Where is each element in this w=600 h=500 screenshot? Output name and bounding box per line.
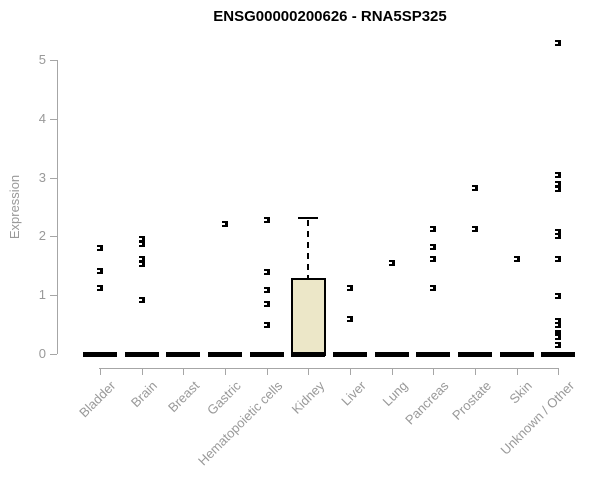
outlier-point — [138, 241, 145, 248]
outlier-point — [263, 301, 270, 308]
y-axis-label: Expression — [7, 174, 22, 240]
median-bar — [499, 352, 534, 357]
outlier-point — [263, 269, 270, 276]
y-axis-line — [57, 60, 58, 354]
outlier-point — [138, 296, 145, 303]
outlier-point — [555, 255, 562, 262]
median-bar — [166, 352, 201, 357]
y-axis-tick-label: 2 — [38, 228, 46, 243]
x-axis-tick — [183, 368, 184, 375]
outlier-point — [138, 261, 145, 268]
median-bar — [208, 352, 242, 357]
outlier-point — [222, 221, 228, 228]
x-axis-category-label: Kidney — [288, 378, 327, 417]
x-axis-tick — [517, 368, 518, 375]
outlier-point — [555, 232, 562, 239]
outlier-point — [555, 292, 562, 299]
outlier-point — [555, 39, 562, 46]
outlier-point — [472, 184, 478, 191]
y-axis-tick-label: 4 — [38, 111, 46, 126]
outlier-point — [263, 286, 270, 293]
x-axis-category-label: Prostate — [448, 378, 494, 423]
y-axis-tick — [50, 295, 57, 296]
y-axis-tick — [50, 354, 57, 355]
x-axis-tick — [350, 368, 351, 375]
median-bar — [291, 352, 326, 357]
outlier-point — [138, 255, 145, 262]
outlier-point — [555, 172, 562, 179]
outlier-point — [430, 285, 437, 292]
x-axis-category-label: Bladder — [76, 378, 119, 421]
outlier-point — [555, 181, 562, 188]
x-axis-category-label: Breast — [164, 378, 202, 416]
outlier-point — [138, 235, 145, 242]
outlier-point — [555, 333, 562, 340]
box — [290, 277, 326, 357]
outlier-point — [430, 225, 437, 232]
x-axis-category-label: Unknown / Other — [497, 378, 577, 458]
whisker-cap — [298, 217, 319, 220]
y-axis-tick — [50, 178, 57, 179]
outlier-point — [430, 255, 437, 262]
y-axis-tick-label: 0 — [38, 346, 46, 361]
outlier-point — [97, 267, 103, 274]
x-axis-tick — [267, 368, 268, 375]
x-axis-category-label: Gastric — [203, 378, 244, 418]
outlier-point — [388, 260, 395, 267]
median-bar — [374, 352, 409, 357]
outlier-point — [97, 284, 103, 291]
whisker-line — [307, 220, 310, 278]
median-bar — [333, 352, 367, 357]
x-axis-category-label: Brain — [128, 378, 161, 411]
outlier-point — [347, 284, 353, 291]
y-axis-tick-label: 3 — [38, 170, 46, 185]
outlier-point — [555, 229, 562, 236]
x-axis-tick — [142, 368, 143, 375]
median-bar — [416, 352, 451, 357]
outlier-point — [555, 318, 562, 325]
median-bar — [458, 352, 492, 357]
y-axis-tick-label: 5 — [38, 52, 46, 67]
outlier-point — [555, 185, 562, 192]
x-axis-tick — [475, 368, 476, 375]
median-bar — [124, 352, 159, 357]
median-bar — [83, 352, 117, 357]
outlier-point — [347, 315, 353, 322]
x-axis-tick — [392, 368, 393, 375]
chart-title: ENSG00000200626 - RNA5SP325 — [213, 8, 447, 25]
x-axis-line — [99, 368, 559, 369]
x-axis-category-label: Lung — [379, 378, 411, 410]
y-axis-tick — [50, 60, 57, 61]
y-axis-tick-label: 1 — [38, 287, 46, 302]
x-axis-category-label: Liver — [338, 378, 369, 409]
x-axis-tick — [308, 368, 309, 375]
x-axis-tick — [433, 368, 434, 375]
outlier-point — [263, 216, 270, 223]
y-axis-tick — [50, 236, 57, 237]
x-axis-tick — [225, 368, 226, 375]
outlier-point — [472, 225, 478, 232]
x-axis-tick — [558, 368, 559, 375]
outlier-point — [263, 322, 270, 329]
y-axis-tick — [50, 119, 57, 120]
x-axis-category-label: Skin — [506, 378, 536, 407]
outlier-point — [430, 243, 437, 250]
x-axis-category-label: Pancreas — [402, 378, 452, 428]
x-axis-tick — [100, 368, 101, 375]
outlier-point — [555, 342, 562, 349]
outlier-point — [97, 245, 103, 252]
outlier-point — [513, 255, 520, 262]
median-bar — [541, 352, 576, 357]
median-bar — [249, 352, 284, 357]
outlier-point — [555, 322, 562, 329]
